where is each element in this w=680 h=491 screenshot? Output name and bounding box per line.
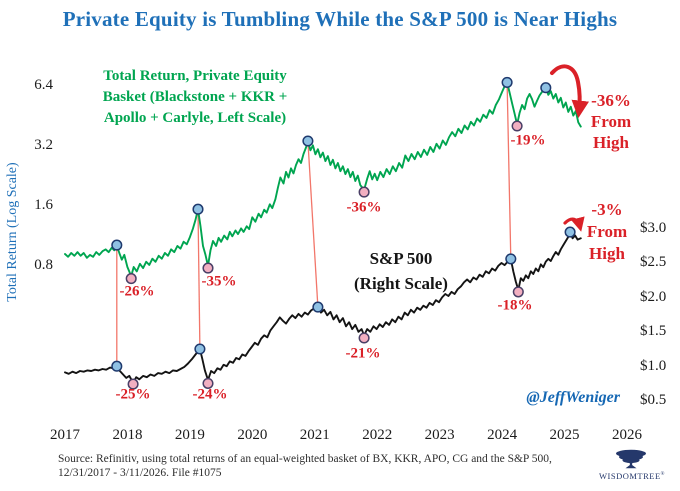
sp-trough-marker	[512, 286, 524, 298]
x-axis-year-label: 2025	[549, 427, 580, 443]
drawdown-callout: -21%	[345, 345, 381, 362]
from-high-line: From	[590, 112, 632, 131]
sp500-series-label-line2: (Right Scale)	[354, 274, 448, 293]
pe-trough-marker	[202, 262, 214, 274]
sp-from-high-label: -3% From High	[587, 199, 627, 265]
peak-trough-markers	[111, 76, 576, 390]
pe-drawdown-arrow	[550, 64, 590, 119]
drawdown-callout: -25%	[115, 386, 151, 403]
x-axis-year-label: 2021	[299, 427, 330, 443]
registered-mark: ®	[660, 472, 665, 477]
wisdomtree-logo-text: WisdomTree®	[599, 470, 665, 481]
source-note-line1: Source: Refinitiv, using total returns o…	[58, 453, 552, 465]
source-note: Source: Refinitiv, using total returns o…	[58, 452, 610, 480]
source-note-line2: 12/31/2017 - 3/11/2026. File #1075	[58, 467, 222, 479]
from-high-line: From	[586, 222, 628, 241]
pe-peak-marker	[302, 135, 314, 147]
right-axis-tick-label: $1.5	[640, 323, 667, 340]
pe-peak-marker	[192, 203, 204, 215]
sp-peak-marker	[111, 360, 123, 372]
pe-basket-line	[64, 81, 582, 278]
sp-drawdown-arrow	[563, 216, 585, 232]
drawdown-callout: -24%	[192, 386, 228, 403]
left-axis-tick-label: 3.2	[34, 137, 53, 153]
left-axis-tick-label: 6.4	[34, 77, 53, 93]
sp500-series-label: S&P 500 (Right Scale)	[330, 246, 472, 296]
right-axis-tick-label: $3.0	[640, 220, 667, 236]
pe-series-label-line1: Total Return, Private Equity	[103, 68, 287, 84]
pe-peak-marker	[540, 82, 552, 94]
sp-peak-marker	[564, 226, 576, 238]
left-axis-tick-label: 1.6	[34, 197, 53, 213]
author-watermark: @JeffWeniger	[526, 389, 620, 406]
sp-trough-marker	[127, 378, 139, 390]
wisdomtree-tree-icon	[616, 449, 646, 469]
right-axis-tick-label: $0.5	[640, 392, 667, 408]
series-lines	[64, 81, 582, 384]
from-high-line: High	[589, 244, 625, 263]
sp-trough-marker	[202, 377, 214, 389]
pe-series-label-line2: Basket (Blackstone + KKR +	[102, 89, 288, 105]
drawdown-callout: -18%	[497, 297, 533, 314]
pe-trough-marker	[125, 273, 137, 285]
sp-peak-marker	[312, 301, 324, 313]
left-axis-title: Total Return (Log Scale)	[5, 162, 20, 302]
connector-line	[197, 209, 201, 350]
right-axis-tick-label: $2.0	[640, 288, 667, 305]
from-high-line: -36%	[591, 91, 631, 110]
sp-peak-marker	[194, 343, 206, 355]
x-axis-year-label: 2019	[174, 427, 205, 443]
x-axis-year-label: 2017	[50, 427, 80, 443]
right-axis-tick-label: $2.5	[640, 254, 667, 271]
x-axis-year-label: 2022	[362, 427, 393, 443]
pe-trough-marker	[511, 120, 523, 132]
pe-trough-marker	[358, 186, 370, 198]
x-axis-year-label: 2026	[611, 427, 642, 443]
chart-title: Private Equity is Tumbling While the S&P…	[62, 7, 618, 31]
pe-from-high-label: -36% From High	[591, 90, 631, 153]
left-axis-tick-label: 0.8	[34, 257, 53, 273]
drawdown-callout: -36%	[346, 199, 382, 216]
x-axis-year-label: 2018	[112, 427, 143, 443]
pe-peak-marker	[111, 239, 123, 251]
drawdown-callout: -26%	[119, 283, 155, 300]
right-axis-tick-label: $1.0	[640, 357, 667, 374]
drawdown-callout: -19%	[510, 132, 546, 149]
sp500-series-label-line1: S&P 500	[369, 249, 433, 268]
peak-to-peak-connector-lines	[116, 82, 512, 367]
x-axis-year-label: 2020	[237, 427, 268, 443]
pe-peak-marker	[501, 76, 513, 88]
wisdomtree-logo: WisdomTree®	[594, 448, 670, 481]
from-high-line: -3%	[591, 200, 623, 219]
x-axis-year-label: 2024	[487, 427, 518, 443]
x-axis-year-label: 2023	[424, 427, 455, 443]
sp500-line	[64, 231, 582, 384]
sp-trough-marker	[358, 332, 370, 344]
pe-series-label-line3: Apollo + Carlyle, Left Scale)	[103, 110, 287, 126]
drawdown-arrows	[550, 64, 590, 232]
drawdown-callout: -35%	[201, 273, 237, 290]
connector-line	[307, 140, 319, 308]
sp-peak-marker	[505, 253, 517, 265]
from-high-line: High	[593, 133, 629, 152]
connector-line	[506, 82, 512, 259]
pe-series-label: Total Return, Private Equity Basket (Bla…	[90, 66, 300, 129]
